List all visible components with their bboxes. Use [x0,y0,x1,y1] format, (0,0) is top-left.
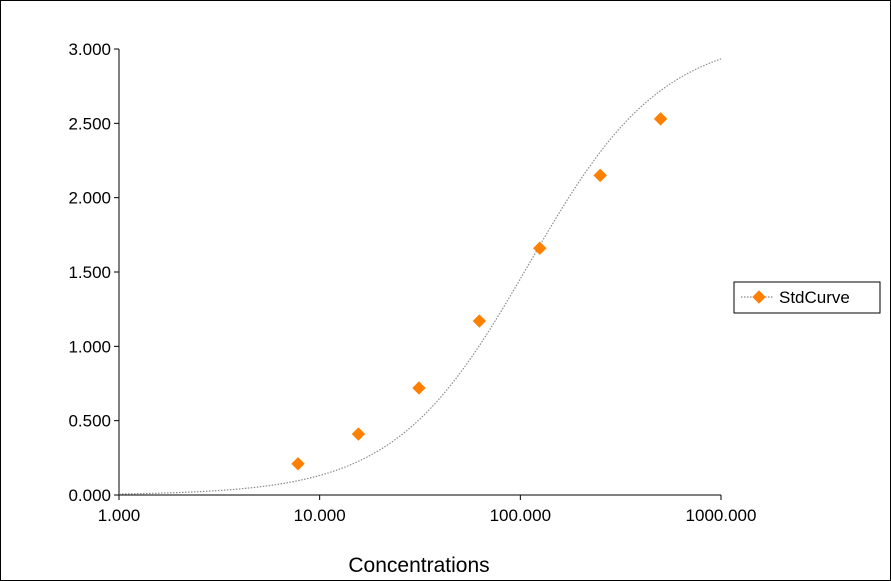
y-tick-label: 3.000 [68,40,111,59]
y-tick-label: 2.000 [68,189,111,208]
data-markers [291,112,668,471]
data-point-diamond [412,381,426,395]
x-tick-label: 10.000 [294,506,346,525]
plot-area: 0.000 0.500 1.000 1.500 2.000 2.500 3.000 1.00… [68,40,756,525]
data-point-diamond [653,112,668,126]
legend-label: StdCurve [779,288,850,307]
data-point-diamond [472,314,487,328]
x-axis-ticks: 1.000 10.000 100.000 1000.000 [98,495,757,525]
fit-curve-line [118,58,722,495]
data-point-diamond [291,457,305,471]
y-tick-label: 0.000 [68,486,111,505]
y-tick-label: 2.500 [68,114,111,133]
y-tick-label: 1.000 [68,337,111,356]
x-tick-label: 1.000 [98,506,141,525]
x-tick-label: 1000.000 [686,506,757,525]
y-tick-label: 1.500 [68,263,111,282]
data-point-diamond [593,168,607,183]
legend: StdCurve [733,281,881,314]
legend-diamond-marker [752,290,766,304]
data-point-diamond [533,241,547,255]
y-tick-label: 0.500 [68,412,111,431]
x-axis-title: Concentrations [348,554,489,577]
data-point-diamond [351,427,366,441]
x-tick-label: 100.000 [490,506,551,525]
y-axis-ticks: 0.000 0.500 1.000 1.500 2.000 2.500 3.000 [68,40,119,505]
